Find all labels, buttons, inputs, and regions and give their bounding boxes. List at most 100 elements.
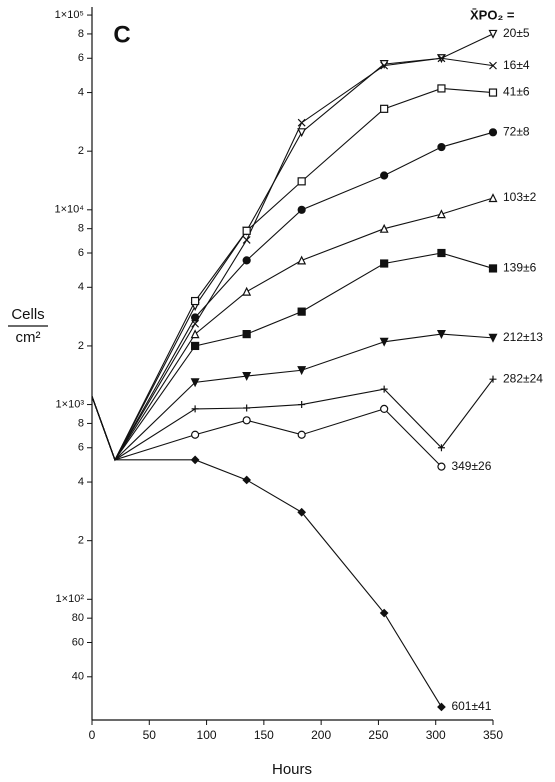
marker (437, 84, 446, 93)
x-tick-label: 200 (311, 728, 331, 742)
marker (191, 313, 200, 322)
marker (437, 142, 446, 152)
series-label: 601±41 (451, 699, 491, 713)
marker (488, 264, 498, 273)
marker (190, 329, 200, 339)
marker (437, 462, 446, 471)
series-line (91, 57, 494, 462)
series-label: 349±26 (451, 459, 491, 473)
marker (297, 307, 306, 316)
marker (380, 61, 389, 70)
series-label: 282±24 (503, 371, 543, 385)
y-tick-label: 2 (78, 145, 84, 157)
marker (242, 416, 251, 425)
x-tick-label: 150 (254, 728, 274, 742)
marker (437, 54, 446, 63)
marker (380, 404, 389, 413)
marker (436, 330, 446, 339)
y-tick-label: 8 (78, 28, 84, 40)
legend-title: X̄PO₂ = (470, 7, 515, 22)
y-tick-label: 60 (72, 636, 84, 648)
x-tick-label: 300 (426, 728, 446, 742)
marker (489, 61, 497, 70)
y-tick-label: 4 (78, 476, 84, 488)
marker (489, 375, 497, 383)
series-label: 103±2 (503, 190, 537, 204)
y-axis-label-numerator: Cells (11, 306, 44, 323)
y-tick-label: 2 (78, 340, 84, 352)
y-axis-label-denominator: cm² (16, 329, 41, 346)
marker (437, 248, 446, 258)
series-label: 20±5 (503, 26, 530, 40)
x-tick-label: 50 (143, 728, 157, 742)
marker (191, 296, 200, 306)
y-tick-label: 6 (78, 247, 84, 259)
y-tick-label: 4 (78, 281, 84, 293)
marker (488, 88, 498, 97)
series-line (91, 197, 494, 462)
marker (243, 404, 251, 412)
y-tick-label: 1×10⁴ (54, 204, 84, 216)
series-label: 16±4 (503, 58, 530, 72)
series-line (91, 131, 494, 462)
x-tick-label: 350 (483, 728, 503, 742)
y-tick-label: 6 (78, 442, 84, 454)
marker (190, 455, 200, 465)
marker (297, 366, 307, 376)
marker (297, 205, 306, 214)
marker (379, 223, 389, 233)
series-line (91, 87, 494, 462)
x-axis-label: Hours (272, 761, 312, 778)
marker (488, 193, 498, 203)
marker (488, 29, 498, 39)
series-label: 139±6 (503, 261, 537, 275)
y-tick-label: 80 (72, 612, 84, 624)
marker (242, 286, 252, 296)
y-tick-label: 6 (78, 52, 84, 64)
marker (297, 507, 307, 517)
series-line (91, 396, 442, 708)
marker (298, 401, 306, 409)
marker (190, 378, 200, 388)
series-label: 72±8 (503, 124, 530, 138)
series-label: 41±6 (503, 85, 530, 99)
marker (242, 236, 251, 244)
marker (297, 118, 306, 127)
series-line (91, 252, 494, 462)
marker (242, 330, 251, 339)
y-tick-label: 1×10³ (56, 398, 85, 410)
y-tick-label: 40 (72, 671, 84, 683)
marker (242, 371, 252, 381)
series-label: 212±13 (503, 330, 543, 344)
marker (297, 255, 307, 265)
y-tick-label: 1×10² (56, 593, 85, 605)
marker (297, 430, 306, 439)
marker (488, 128, 498, 137)
series-line (91, 378, 494, 461)
panel-label: C (113, 21, 130, 48)
marker (380, 385, 388, 393)
marker (191, 341, 200, 351)
marker (191, 405, 199, 413)
marker (380, 171, 389, 180)
y-tick-label: 2 (78, 535, 84, 547)
marker (242, 226, 251, 235)
marker (297, 177, 306, 186)
series-line (91, 333, 494, 461)
y-tick-label: 1×10⁵ (55, 9, 84, 21)
marker (437, 444, 445, 452)
marker (379, 608, 389, 618)
y-tick-label: 4 (78, 86, 84, 98)
x-tick-label: 100 (197, 728, 217, 742)
marker (242, 475, 252, 485)
x-tick-label: 0 (89, 728, 96, 742)
x-tick-label: 250 (368, 728, 388, 742)
y-tick-label: 8 (78, 223, 84, 235)
marker (242, 256, 251, 265)
marker (437, 702, 446, 712)
y-tick-label: 8 (78, 417, 84, 429)
marker (436, 209, 446, 219)
marker (379, 337, 389, 347)
marker (488, 333, 498, 343)
